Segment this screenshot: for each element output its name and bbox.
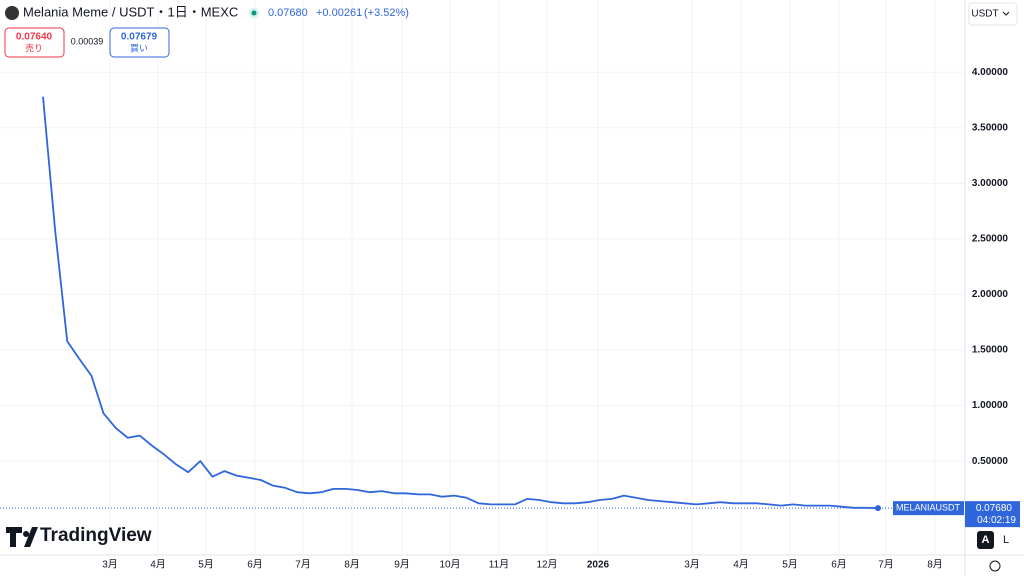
y-tick-label: 0.50000	[972, 456, 1009, 467]
symbol-tag-label: MELANIAUSDT	[896, 503, 961, 513]
x-tick-label: 12月	[536, 559, 557, 571]
x-tick-label: 3月	[102, 559, 118, 571]
y-tick-label: 3.50000	[972, 122, 1009, 133]
x-tick-label: 7月	[295, 559, 311, 571]
log-label[interactable]: L	[1003, 534, 1009, 546]
x-tick-label: 4月	[733, 559, 749, 571]
y-tick-label: 1.50000	[972, 345, 1009, 356]
change: +0.00261	[316, 7, 362, 19]
price-tag	[965, 501, 1020, 528]
x-tick-label: 10月	[439, 559, 460, 571]
x-tick-label: 9月	[394, 559, 410, 571]
auto-button[interactable]	[977, 531, 994, 549]
price-line	[42, 96, 879, 509]
change-pct: (+3.52%)	[364, 7, 409, 19]
y-tick-label: 3.00000	[972, 178, 1009, 189]
logo-text: TradingView	[40, 525, 152, 546]
currency[interactable]: USDT	[971, 9, 998, 20]
buy-button[interactable]	[109, 27, 170, 58]
currency-button[interactable]	[968, 2, 1018, 26]
x-tick-label: 6月	[247, 559, 263, 571]
sell-price[interactable]: 0.07640	[16, 32, 53, 43]
x-tick-label: 3月	[684, 559, 700, 571]
sell-button[interactable]	[4, 27, 65, 58]
spread: 0.00039	[71, 36, 104, 46]
auto-label[interactable]: A	[982, 534, 990, 546]
chevron	[1002, 11, 1010, 16]
x-tick-label: 11月	[489, 559, 509, 571]
x-tick-label: 8月	[927, 559, 943, 571]
y-tick-label: 4.00000	[972, 67, 1009, 78]
x-tick-label: 5月	[782, 559, 798, 571]
settings-icon[interactable]	[989, 560, 1001, 572]
symbol-icon	[5, 6, 19, 20]
countdown: 04:02:19	[977, 515, 1016, 526]
y-tick-label: 1.00000	[972, 400, 1009, 411]
buy-label[interactable]: 買い	[130, 43, 148, 53]
price-tag-label: 0.07680	[976, 503, 1013, 514]
status-dot	[251, 10, 257, 16]
x-tick-label: 5月	[198, 559, 214, 571]
x-tick-label: 6月	[831, 559, 847, 571]
sell-label[interactable]: 売り	[25, 42, 43, 53]
buy-price[interactable]: 0.07679	[121, 32, 158, 43]
y-tick-label: 2.50000	[972, 234, 1009, 245]
x-tick-label: 4月	[150, 559, 166, 571]
x-tick-label: 8月	[344, 559, 360, 571]
symbol-title: Melania Meme / USDT・1日・MEXC	[23, 4, 238, 19]
x-tick-label: 2026	[587, 560, 610, 571]
last-point	[875, 505, 881, 512]
last-price: 0.07680	[268, 7, 308, 19]
y-tick-label: 2.00000	[972, 289, 1009, 300]
x-tick-label: 7月	[878, 559, 894, 571]
logo-mark	[6, 527, 38, 547]
symbol-tag	[893, 501, 964, 516]
